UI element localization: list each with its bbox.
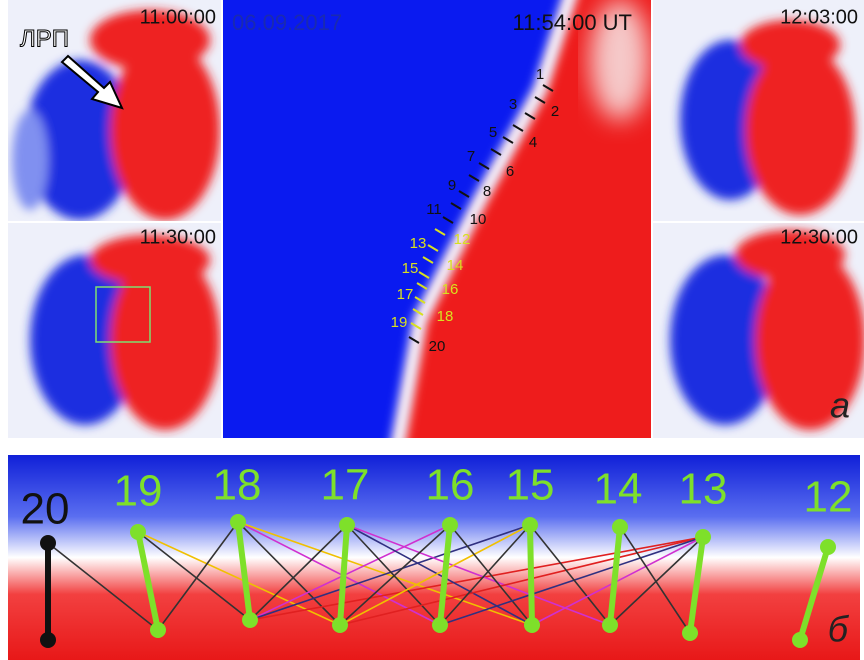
figure: ЛРП 11:00:00 11:30:00 06.09.2017 11:54:0… [0, 0, 864, 660]
strip-point [695, 529, 711, 545]
marker-label: 7 [467, 148, 475, 165]
marker-label: 5 [489, 124, 497, 141]
strip-point [40, 632, 56, 648]
marker-label: 12 [454, 231, 471, 248]
time-label: 12:03:00 [780, 6, 858, 28]
strip-point [150, 622, 166, 638]
strip-point [130, 524, 146, 540]
time-label: 12:30:00 [780, 226, 858, 248]
strip-point [602, 617, 618, 633]
marker-label: 4 [529, 134, 537, 151]
strip-point [522, 517, 538, 533]
panel-letter: б [828, 609, 850, 650]
strip-point [524, 617, 540, 633]
panel-letter: а [830, 385, 850, 426]
marker-label: 16 [442, 281, 459, 298]
strip-point [612, 519, 628, 535]
marker-label: 8 [483, 183, 491, 200]
strip-label: 16 [426, 461, 475, 510]
time-label: 11:30:00 [140, 226, 216, 248]
strip-point [792, 632, 808, 648]
date-label: 06.09.2017 [232, 10, 342, 35]
strip-point [332, 617, 348, 633]
strip-point [432, 617, 448, 633]
strip-label: 12 [804, 473, 853, 522]
strip-label: 19 [114, 467, 163, 516]
marker-label: 18 [437, 308, 454, 325]
strip-point [339, 517, 355, 533]
panel-12-03 [652, 0, 864, 222]
strip-point [682, 625, 698, 641]
strip-point [442, 517, 458, 533]
time-label: 11:54:00 UT [513, 10, 632, 35]
marker-label: 10 [470, 211, 487, 228]
marker-label: 2 [551, 103, 559, 120]
marker-label: 17 [397, 286, 414, 303]
marker-label: 11 [426, 201, 442, 218]
pointer-label: ЛРП [20, 25, 69, 52]
strip-point [820, 539, 836, 555]
strip-label: 20 [21, 485, 70, 534]
marker-label: 1 [536, 66, 544, 83]
marker-label: 13 [410, 235, 427, 252]
panel-11-30 [8, 222, 222, 438]
panel-center [222, 0, 680, 460]
marker-label: 19 [391, 314, 408, 331]
strip-label: 13 [679, 465, 728, 514]
strip-segment [530, 525, 532, 625]
marker-label: 15 [402, 260, 419, 277]
marker-label: 6 [506, 163, 514, 180]
strip-point [242, 612, 258, 628]
strip-label: 15 [506, 461, 555, 510]
strip-label: 18 [213, 461, 262, 510]
time-label: 11:00:00 [140, 6, 216, 28]
marker-label: 20 [429, 338, 446, 355]
strip-label: 17 [321, 461, 370, 510]
marker-label: 9 [448, 177, 456, 194]
strip-point [230, 514, 246, 530]
marker-label: 3 [509, 96, 517, 113]
marker-label: 14 [447, 257, 464, 274]
strip-label: 14 [594, 465, 643, 514]
strip-point [40, 535, 56, 551]
